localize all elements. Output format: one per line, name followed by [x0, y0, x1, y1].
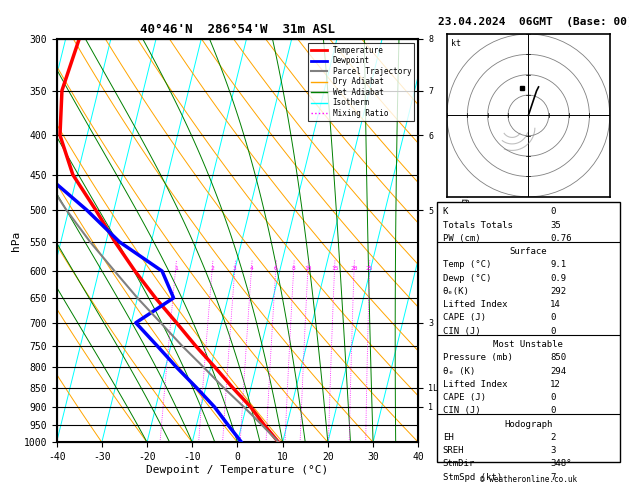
Text: 2: 2 [550, 433, 555, 442]
Text: 1: 1 [174, 265, 177, 271]
Text: 292: 292 [550, 287, 566, 296]
Text: 0.76: 0.76 [550, 234, 572, 243]
Text: 10: 10 [304, 265, 312, 271]
Legend: Temperature, Dewpoint, Parcel Trajectory, Dry Adiabat, Wet Adiabat, Isotherm, Mi: Temperature, Dewpoint, Parcel Trajectory… [308, 43, 415, 121]
Text: 8: 8 [292, 265, 296, 271]
Text: Pressure (mb): Pressure (mb) [443, 353, 513, 362]
Text: 15: 15 [331, 265, 338, 271]
Text: 2: 2 [211, 265, 214, 271]
Text: 0: 0 [550, 208, 555, 216]
Text: StmSpd (kt): StmSpd (kt) [443, 472, 502, 482]
FancyBboxPatch shape [437, 202, 620, 462]
Text: 0: 0 [550, 327, 555, 336]
Text: Dewp (°C): Dewp (°C) [443, 274, 491, 283]
Text: Most Unstable: Most Unstable [493, 340, 564, 349]
Text: CAPE (J): CAPE (J) [443, 313, 486, 323]
Text: 23.04.2024  06GMT  (Base: 00): 23.04.2024 06GMT (Base: 00) [438, 17, 629, 27]
Text: StmDir: StmDir [443, 459, 475, 469]
Text: 0: 0 [550, 313, 555, 323]
Text: 6: 6 [274, 265, 278, 271]
Text: CIN (J): CIN (J) [443, 327, 481, 336]
Text: 20: 20 [350, 265, 358, 271]
Y-axis label: hPa: hPa [11, 230, 21, 251]
Title: 40°46'N  286°54'W  31m ASL: 40°46'N 286°54'W 31m ASL [140, 23, 335, 36]
Text: CAPE (J): CAPE (J) [443, 393, 486, 402]
Text: θₑ (K): θₑ (K) [443, 366, 475, 376]
Text: Temp (°C): Temp (°C) [443, 260, 491, 269]
Text: CIN (J): CIN (J) [443, 406, 481, 416]
Text: kt: kt [451, 39, 461, 48]
Text: 0: 0 [550, 393, 555, 402]
Text: Totals Totals: Totals Totals [443, 221, 513, 230]
Text: 3: 3 [550, 446, 555, 455]
Text: © weatheronline.co.uk: © weatheronline.co.uk [480, 474, 577, 484]
Text: PW (cm): PW (cm) [443, 234, 481, 243]
Text: EH: EH [443, 433, 454, 442]
Y-axis label: km
ASL: km ASL [451, 232, 472, 249]
Text: 35: 35 [550, 221, 561, 230]
Text: Lifted Index: Lifted Index [443, 380, 507, 389]
Text: 850: 850 [550, 353, 566, 362]
Text: 7: 7 [550, 472, 555, 482]
Text: Mixing Ratio (g/kg): Mixing Ratio (g/kg) [461, 193, 470, 288]
Text: SREH: SREH [443, 446, 464, 455]
Text: 14: 14 [550, 300, 561, 309]
Text: 0.9: 0.9 [550, 274, 566, 283]
Text: 348°: 348° [550, 459, 572, 469]
Text: Hodograph: Hodograph [504, 419, 552, 429]
Text: Surface: Surface [509, 247, 547, 256]
Text: Lifted Index: Lifted Index [443, 300, 507, 309]
Text: 3: 3 [233, 265, 237, 271]
Text: θₑ(K): θₑ(K) [443, 287, 469, 296]
Text: 294: 294 [550, 366, 566, 376]
X-axis label: Dewpoint / Temperature (°C): Dewpoint / Temperature (°C) [147, 465, 328, 475]
Text: K: K [443, 208, 448, 216]
Text: 9.1: 9.1 [550, 260, 566, 269]
Text: 4: 4 [250, 265, 253, 271]
Text: 12: 12 [550, 380, 561, 389]
Text: 0: 0 [550, 406, 555, 416]
Text: 25: 25 [366, 265, 374, 271]
